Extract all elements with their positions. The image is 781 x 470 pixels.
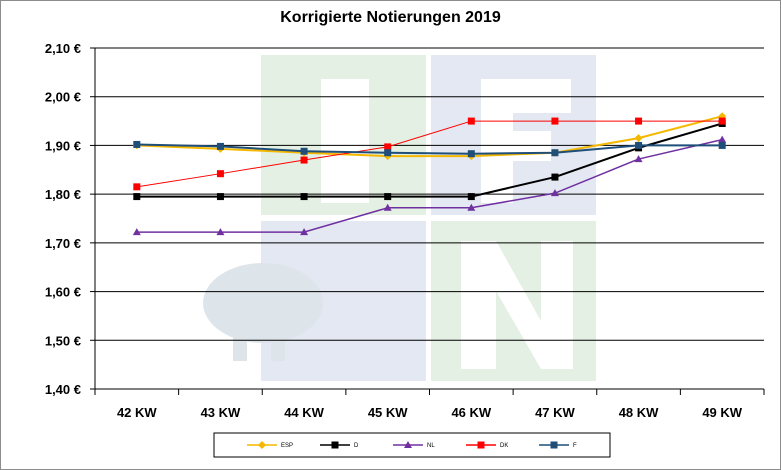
x-tick-label: 43 KW: [201, 405, 241, 420]
watermark-logo: [203, 55, 596, 381]
gridlines: [95, 47, 764, 390]
data-point: [550, 441, 558, 449]
series-line: [136, 143, 723, 155]
series-nl: [132, 135, 727, 236]
data-point: [467, 117, 475, 125]
data-point: [718, 117, 726, 125]
data-point: [550, 189, 559, 197]
legend-item-nl: NL: [393, 441, 435, 449]
data-point: [133, 193, 141, 201]
series-line: [136, 138, 723, 233]
data-point: [477, 441, 485, 449]
axes: 1,40 € 1,50 € 1,60 € 1,70 € 1,80 € 1,90 € 2,00…: [45, 41, 765, 420]
data-point: [718, 135, 727, 143]
data-point: [300, 156, 308, 164]
legend-label: D: [354, 443, 359, 449]
y-tick-label: 1,90 €: [45, 138, 81, 153]
data-point: [467, 193, 475, 201]
data-point: [551, 173, 559, 181]
y-tick-label: 2,10 €: [45, 41, 81, 56]
data-point: [384, 149, 392, 157]
data-point: [467, 203, 476, 211]
legend-label: ESP: [281, 443, 293, 449]
x-tick-label: 48 KW: [619, 405, 659, 420]
data-point: [384, 143, 392, 151]
x-tick-label: 44 KW: [284, 405, 324, 420]
data-point: [216, 228, 225, 236]
data-point: [467, 150, 475, 158]
y-tick-label: 1,50 €: [45, 333, 81, 348]
series-dk: [133, 117, 726, 191]
y-tick-label: 2,00 €: [45, 90, 81, 105]
series-line: [136, 120, 723, 188]
series-line: [136, 115, 723, 158]
legend: ESP D NL DK F: [213, 432, 611, 458]
data-point: [133, 140, 141, 148]
data-point: [300, 193, 308, 201]
x-tick-label: 47 KW: [535, 405, 575, 420]
legend-label: F: [573, 443, 577, 449]
data-point: [635, 141, 643, 149]
data-point: [133, 183, 141, 191]
data-point: [331, 441, 339, 449]
legend-item-dk: DK: [466, 441, 508, 449]
data-point: [216, 142, 224, 150]
data-point: [635, 117, 643, 125]
legend-item-esp: ESP: [247, 441, 293, 449]
legend-label: DK: [500, 443, 508, 449]
y-tick-label: 1,40 €: [45, 382, 81, 397]
y-tick-label: 1,70 €: [45, 236, 81, 251]
data-point: [551, 149, 559, 157]
data-point: [384, 193, 392, 201]
data-point: [300, 228, 309, 236]
x-tick-label: 49 KW: [702, 405, 742, 420]
x-tick-label: 45 KW: [368, 405, 408, 420]
data-point: [634, 155, 643, 163]
data-point: [258, 441, 266, 449]
legend-item-d: D: [320, 441, 359, 449]
data-point: [383, 203, 392, 211]
data-point: [718, 141, 726, 149]
data-point: [300, 147, 308, 155]
y-tick-label: 1,80 €: [45, 187, 81, 202]
data-point: [404, 441, 412, 448]
series-f: [133, 140, 726, 158]
legend-label: NL: [427, 443, 435, 449]
data-point: [634, 134, 643, 143]
chart-title: Korrigierte Notierungen 2019: [280, 9, 501, 26]
series-group: [132, 112, 727, 236]
data-point: [216, 193, 224, 201]
y-tick-label: 1,60 €: [45, 285, 81, 300]
data-point: [551, 117, 559, 125]
x-tick-label: 46 KW: [451, 405, 491, 420]
legend-item-f: F: [539, 441, 577, 449]
data-point: [216, 170, 224, 178]
x-tick-label: 42 KW: [117, 405, 157, 420]
series-line: [136, 122, 723, 198]
data-point: [132, 228, 141, 236]
